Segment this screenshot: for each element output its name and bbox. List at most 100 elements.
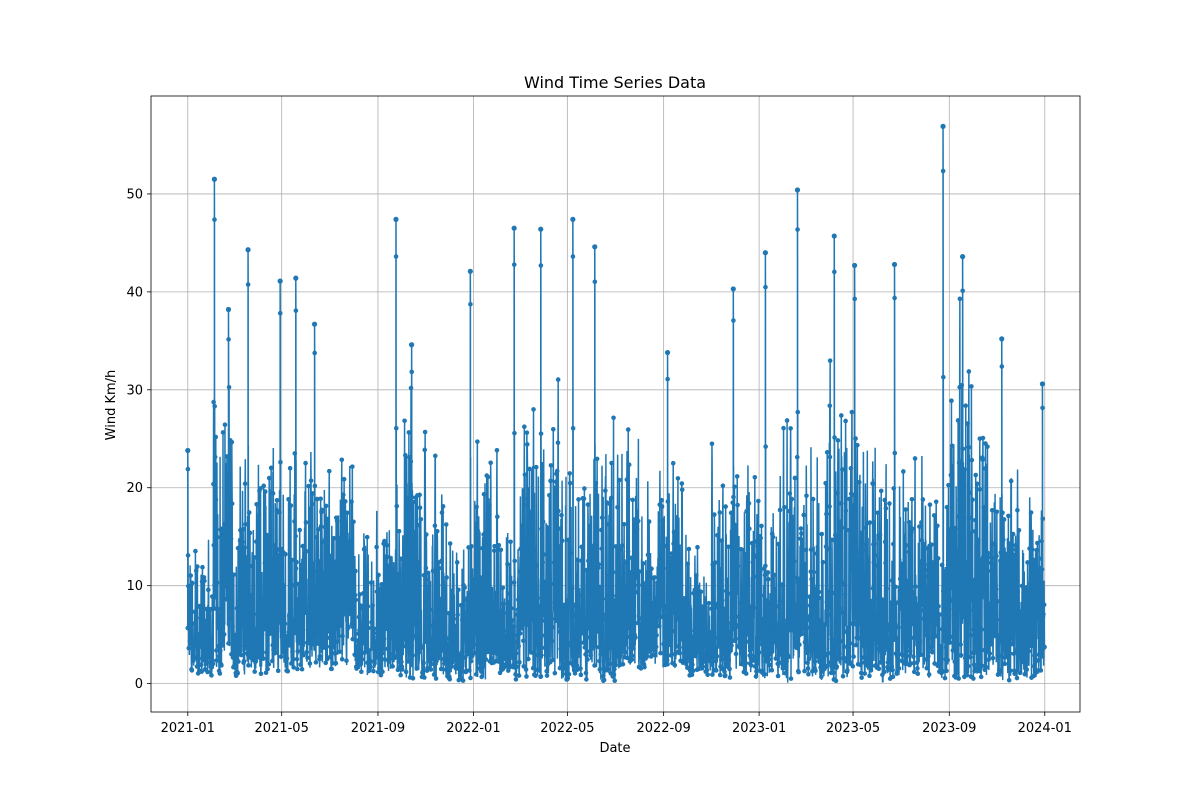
data-point — [559, 512, 564, 518]
data-point — [900, 586, 906, 592]
data-point — [438, 605, 443, 611]
data-point — [983, 664, 989, 670]
data-point — [215, 606, 221, 612]
data-point — [920, 560, 925, 565]
data-point — [415, 586, 420, 592]
data-point — [614, 625, 620, 630]
data-point — [1000, 510, 1005, 516]
data-point — [679, 481, 685, 486]
data-point — [655, 580, 661, 586]
data-point — [605, 641, 611, 646]
data-point — [255, 602, 261, 608]
data-point — [1008, 478, 1014, 484]
data-point — [250, 630, 255, 635]
data-point — [620, 601, 625, 607]
data-point — [575, 557, 580, 563]
data-point — [593, 592, 598, 598]
data-point — [833, 618, 838, 623]
data-point — [592, 663, 597, 668]
data-point — [671, 541, 676, 547]
data-point — [246, 510, 252, 515]
data-point — [407, 455, 412, 460]
data-point — [891, 541, 896, 547]
data-point — [852, 539, 858, 544]
data-point — [961, 614, 966, 620]
data-point — [398, 672, 403, 678]
data-point — [769, 667, 775, 673]
data-point — [333, 660, 339, 666]
data-point — [353, 568, 358, 574]
data-point — [1013, 626, 1019, 631]
data-point — [904, 620, 909, 625]
data-point — [915, 646, 921, 651]
data-point — [273, 607, 279, 612]
data-point — [745, 579, 751, 584]
data-point — [981, 530, 987, 535]
data-point — [982, 466, 988, 471]
data-point — [570, 425, 576, 431]
data-point — [1039, 567, 1045, 572]
data-point — [771, 638, 777, 644]
data-point — [1023, 657, 1029, 662]
data-point — [229, 439, 235, 445]
data-point — [1036, 657, 1041, 663]
data-point — [909, 496, 915, 502]
data-point — [276, 552, 281, 558]
data-point — [526, 656, 531, 662]
data-point — [638, 634, 643, 640]
data-point — [241, 658, 247, 664]
data-point — [496, 631, 501, 636]
data-point — [474, 504, 479, 510]
data-point — [837, 606, 843, 611]
data-point — [795, 645, 800, 651]
data-point — [797, 609, 803, 615]
data-point — [980, 457, 986, 462]
data-point — [322, 524, 328, 530]
data-point — [710, 672, 715, 677]
data-point — [831, 670, 836, 675]
data-point — [397, 571, 402, 577]
data-point — [454, 560, 460, 565]
data-point — [627, 634, 632, 640]
data-point — [1003, 632, 1008, 637]
data-point — [207, 606, 213, 612]
data-point — [726, 657, 732, 663]
data-point — [922, 620, 928, 625]
data-point — [824, 511, 829, 517]
data-point — [626, 496, 631, 502]
data-point — [836, 620, 842, 626]
data-point — [211, 399, 216, 405]
x-tick-label: 2021-09 — [351, 721, 405, 736]
data-point — [318, 496, 323, 502]
data-point — [763, 284, 768, 290]
data-point — [312, 350, 317, 356]
data-point — [862, 547, 868, 553]
data-point — [395, 648, 400, 653]
data-point — [698, 589, 704, 594]
data-point — [475, 439, 480, 444]
data-point — [341, 476, 347, 482]
data-point — [368, 664, 373, 670]
data-point — [672, 586, 678, 592]
data-point — [399, 659, 404, 665]
data-point — [277, 566, 283, 572]
data-point — [599, 527, 604, 533]
data-point — [341, 492, 346, 498]
data-point — [283, 551, 288, 557]
data-point — [284, 656, 290, 661]
data-point — [300, 543, 306, 549]
data-point — [389, 580, 395, 585]
data-point — [939, 562, 945, 568]
data-point — [548, 463, 554, 468]
data-point — [364, 592, 370, 598]
data-point — [717, 672, 723, 678]
data-point — [454, 634, 459, 640]
data-point — [965, 611, 970, 617]
data-point — [531, 546, 537, 552]
data-point — [296, 581, 301, 587]
data-point — [969, 597, 975, 603]
data-point — [921, 616, 926, 621]
data-point — [369, 619, 375, 625]
data-point — [957, 497, 962, 503]
data-point — [356, 614, 362, 620]
